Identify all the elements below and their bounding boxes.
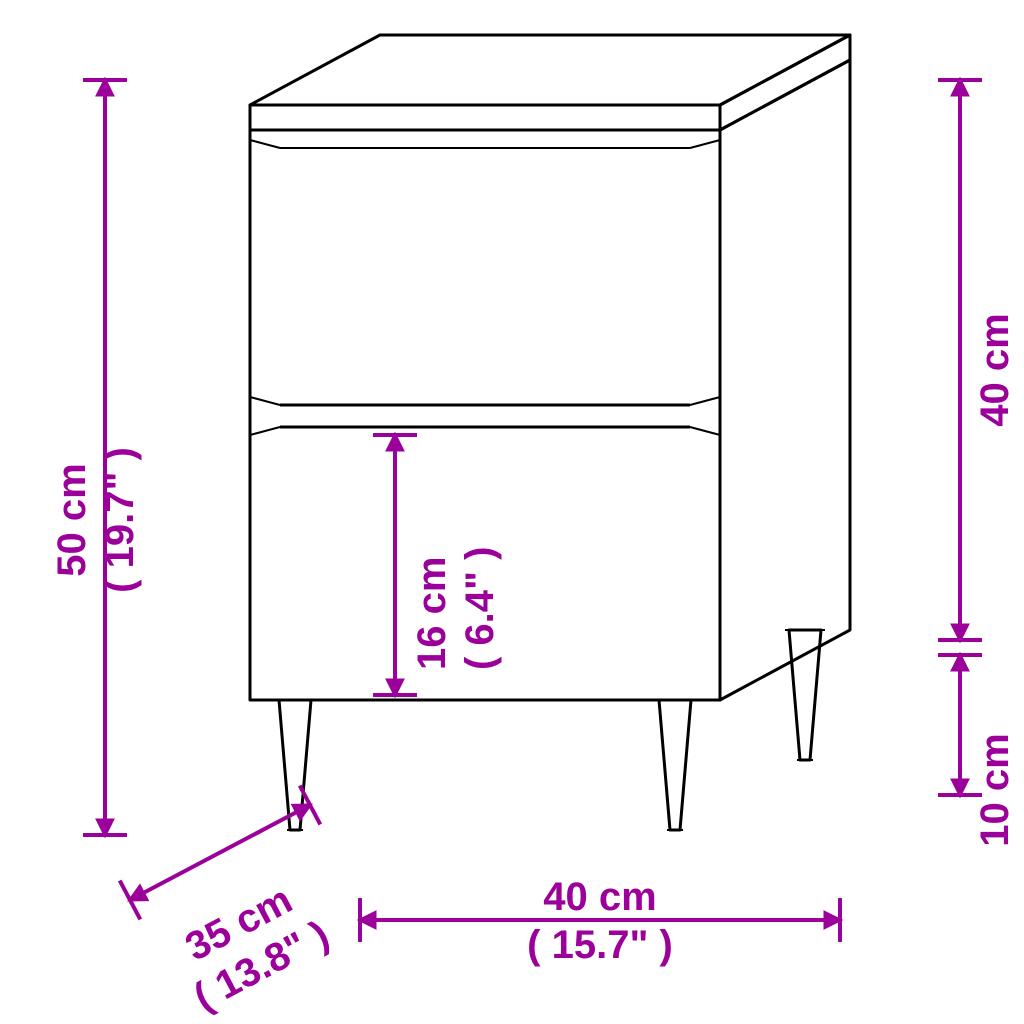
svg-text:( 15.7" ): ( 15.7" ) xyxy=(527,923,673,967)
svg-text:50 cm: 50 cm xyxy=(50,463,94,576)
svg-text:16 cm: 16 cm xyxy=(410,557,454,670)
svg-text:10 cm: 10 cm xyxy=(973,733,1017,846)
svg-text:40 cm: 40 cm xyxy=(543,875,656,919)
svg-text:( 19.7" ): ( 19.7" ) xyxy=(98,447,142,593)
product-dimension-diagram: 50 cm( 19.7" )40 cm( 15.7" )10 cm( 3.9" … xyxy=(0,0,1024,1024)
svg-text:40 cm: 40 cm xyxy=(973,313,1017,426)
svg-text:( 6.4" ): ( 6.4" ) xyxy=(458,547,502,670)
